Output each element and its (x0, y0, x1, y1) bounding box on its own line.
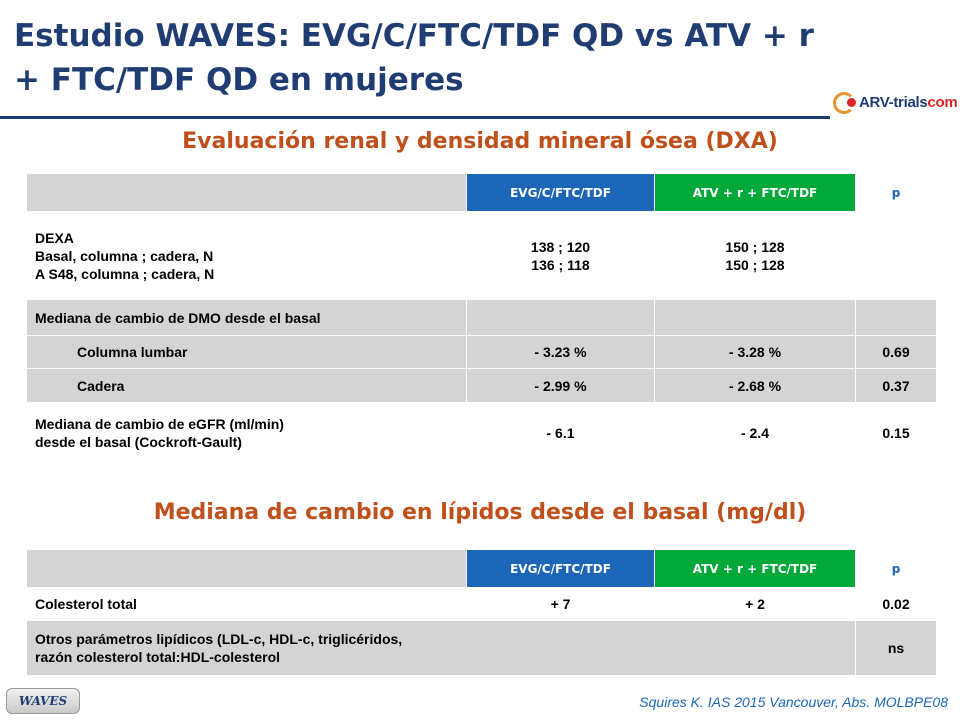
waves-badge[interactable]: WAVES (6, 688, 80, 714)
table-row: Mediana de cambio de DMO desde el basal (26, 299, 937, 336)
egfr-label: Mediana de cambio de eGFR (ml/min) desde… (26, 402, 467, 464)
dexa-p-cell (855, 211, 937, 300)
renal-header-blank (26, 173, 467, 212)
logo-text: ARV-trialscom (859, 94, 958, 111)
renal-header-p: p (855, 173, 937, 212)
logo-dot-icon (847, 98, 856, 107)
dexa-evg-cell: 138 ; 120 136 ; 118 (466, 211, 655, 300)
cholesterol-atv: + 2 (654, 587, 856, 621)
hip-label: Cadera (26, 368, 467, 403)
citation: Squires K. IAS 2015 Vancouver, Abs. MOLB… (639, 694, 948, 710)
egfr-p: 0.15 (855, 402, 937, 464)
dmo-atv-cell (654, 299, 856, 336)
title-divider (0, 116, 830, 119)
hip-p: 0.37 (855, 368, 937, 403)
lipid-section-title: Mediana de cambio en lípidos desde el ba… (153, 500, 807, 525)
logo-text-main: ARV-trials (859, 94, 928, 111)
lumbar-evg: - 3.23 % (466, 335, 655, 369)
renal-section-title: Evaluación renal y densidad mineral ósea… (182, 129, 778, 154)
dexa-atv-cell: 150 ; 128 150 ; 128 (654, 211, 856, 300)
dexa-label: DEXA Basal, columna ; cadera, N A S48, c… (26, 211, 467, 300)
logo-text-accent: com (927, 94, 958, 111)
other-lipids-p: ns (855, 620, 937, 676)
lipid-header-p: p (855, 549, 937, 588)
other-lipids-label: Otros parámetros lipídicos (LDL-c, HDL-c… (26, 620, 856, 676)
lipid-header-evg: EVG/C/FTC/TDF (466, 549, 655, 588)
dexa-atv-s48: 150 ; 128 (725, 256, 785, 273)
dexa-label-line-2: Basal, columna ; cadera, N (35, 247, 214, 264)
table-row: Mediana de cambio de eGFR (ml/min) desde… (26, 402, 937, 464)
lipid-header-row: EVG/C/FTC/TDF ATV + r + FTC/TDF p (26, 549, 937, 588)
table-row: Cadera - 2.99 % - 2.68 % 0.37 (26, 368, 937, 403)
slide-title-line-2: + FTC/TDF QD en mujeres (14, 62, 464, 98)
lumbar-p: 0.69 (855, 335, 937, 369)
lipid-header-blank (26, 549, 467, 588)
egfr-atv: - 2.4 (654, 402, 856, 464)
table-row: Colesterol total + 7 + 2 0.02 (26, 587, 937, 621)
lumbar-label: Columna lumbar (26, 335, 467, 369)
renal-table: EVG/C/FTC/TDF ATV + r + FTC/TDF p DEXA B… (26, 173, 937, 464)
renal-header-atv: ATV + r + FTC/TDF (654, 173, 856, 212)
renal-header-row: EVG/C/FTC/TDF ATV + r + FTC/TDF p (26, 173, 937, 212)
cholesterol-label: Colesterol total (26, 587, 467, 621)
lumbar-atv: - 3.28 % (654, 335, 856, 369)
dexa-label-line-3: A S48, columna ; cadera, N (35, 265, 215, 282)
renal-header-evg: EVG/C/FTC/TDF (466, 173, 655, 212)
table-row: Otros parámetros lipídicos (LDL-c, HDL-c… (26, 620, 937, 676)
cholesterol-p: 0.02 (855, 587, 937, 621)
dmo-p-cell (855, 299, 937, 336)
lipid-header-atv: ATV + r + FTC/TDF (654, 549, 856, 588)
slide-title-line-1: Estudio WAVES: EVG/C/FTC/TDF QD vs ATV +… (14, 18, 814, 54)
hip-evg: - 2.99 % (466, 368, 655, 403)
slide-title: Estudio WAVES: EVG/C/FTC/TDF QD vs ATV +… (14, 14, 844, 102)
dexa-evg-basal: 138 ; 120 (530, 238, 591, 255)
dexa-label-line-1: DEXA (35, 229, 74, 246)
dmo-label: Mediana de cambio de DMO desde el basal (26, 299, 467, 336)
lipid-table: EVG/C/FTC/TDF ATV + r + FTC/TDF p Colest… (26, 549, 937, 676)
egfr-label-line-2: desde el basal (Cockroft-Gault) (35, 434, 242, 450)
table-row: Columna lumbar - 3.23 % - 3.28 % 0.69 (26, 335, 937, 369)
egfr-evg: - 6.1 (466, 402, 655, 464)
arv-trials-logo: ARV-trialscom (833, 90, 958, 118)
table-row: DEXA Basal, columna ; cadera, N A S48, c… (26, 211, 937, 300)
dexa-evg-s48: 136 ; 118 (531, 256, 590, 273)
dmo-evg-cell (466, 299, 655, 336)
hip-atv: - 2.68 % (654, 368, 856, 403)
dexa-atv-basal: 150 ; 128 (725, 238, 785, 255)
logo-swoosh-icon (833, 92, 855, 114)
egfr-label-line-1: Mediana de cambio de eGFR (ml/min) (35, 416, 284, 432)
other-lipids-line-1: Otros parámetros lipídicos (LDL-c, HDL-c… (35, 631, 403, 647)
other-lipids-line-2: razón colesterol total:HDL-colesterol (35, 649, 281, 665)
cholesterol-evg: + 7 (466, 587, 655, 621)
